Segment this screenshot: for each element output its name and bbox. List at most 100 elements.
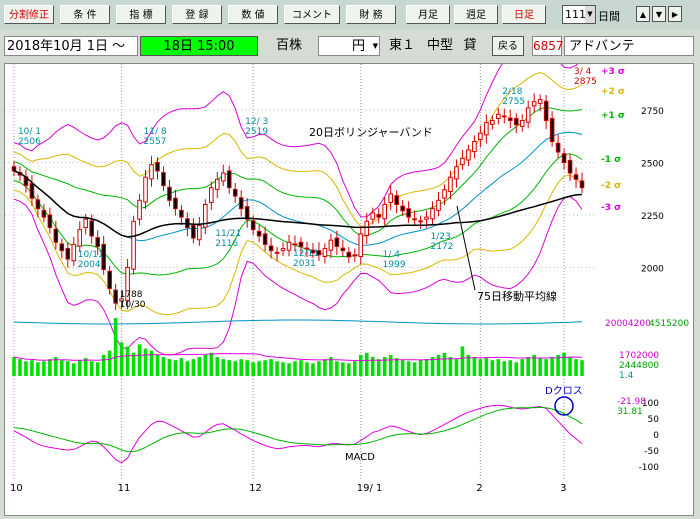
period-select[interactable]: 111 ▼ <box>562 5 596 24</box>
candle <box>53 228 59 243</box>
candle <box>507 117 513 122</box>
candle <box>77 229 83 247</box>
indicator-button[interactable]: 指 標 <box>116 5 166 24</box>
volume-bar <box>550 357 554 376</box>
macd-tick-label: -100 <box>639 463 660 473</box>
volume-bar <box>131 352 136 376</box>
volume-bar <box>323 359 327 376</box>
candle <box>436 199 441 211</box>
candle <box>226 170 232 189</box>
daily-button[interactable]: 日足 <box>502 5 546 24</box>
volume-bar <box>388 354 393 376</box>
end-time-field[interactable]: 18日 15:00 <box>140 36 258 56</box>
candle <box>113 289 118 304</box>
condition-button[interactable]: 条 件 <box>60 5 110 24</box>
monthly-button[interactable]: 月足 <box>406 5 450 24</box>
candle <box>496 113 501 119</box>
annotation-label: 12/11 <box>293 249 319 259</box>
volume-bar <box>568 357 572 376</box>
candle <box>101 243 106 271</box>
annotation-value: 2172 <box>431 242 454 252</box>
scroll-up-button[interactable]: ▲ <box>636 6 650 22</box>
bb-sigma-label: +1 σ <box>601 111 625 121</box>
volume-bar <box>89 361 94 376</box>
volume-bar <box>335 361 339 376</box>
register-button[interactable]: 登 録 <box>172 5 222 24</box>
x-tick-label: 10 <box>10 483 23 494</box>
comment-button[interactable]: コメント <box>284 5 340 24</box>
candle <box>203 203 208 228</box>
scroll-right-button[interactable]: ▶ <box>668 6 682 22</box>
candle <box>83 218 89 229</box>
volume-bar <box>179 358 184 376</box>
volume-bar <box>155 354 160 376</box>
stock-code-field[interactable]: 6857 <box>532 36 564 56</box>
volume-bar <box>203 354 208 376</box>
candle <box>167 186 172 201</box>
candle <box>424 216 429 220</box>
numeric-button[interactable]: 数 値 <box>228 5 278 24</box>
band-minus2 <box>13 174 583 315</box>
scroll-down-button[interactable]: ▼ <box>652 6 666 22</box>
back-button[interactable]: 戻る <box>492 36 524 56</box>
volume-bar <box>42 361 46 376</box>
candle <box>119 298 124 302</box>
volume-bar <box>149 350 154 376</box>
macd-label: MACD <box>345 452 375 463</box>
annotation-label: 12/ 3 <box>245 117 268 127</box>
volume-bar <box>257 361 261 376</box>
volume-bar <box>484 358 489 376</box>
volume-bar <box>287 363 291 376</box>
currency-select[interactable]: 円 ▼ <box>318 36 380 56</box>
candle <box>316 250 322 256</box>
volume-bar <box>18 359 22 376</box>
candle <box>125 266 130 302</box>
candle <box>71 243 77 262</box>
annotation-label: 1/ 4 <box>383 250 401 260</box>
bb-title: 20日ボリンジャーバンド <box>309 126 433 139</box>
candle <box>358 233 364 258</box>
macd-tick-label: 0 <box>653 431 659 441</box>
volume-bar <box>472 357 477 376</box>
candle <box>352 254 358 257</box>
volume-bar <box>311 363 315 376</box>
candle <box>400 205 405 212</box>
volume-bar <box>424 359 429 376</box>
macd-tick-label: 100 <box>642 399 659 409</box>
candle <box>364 220 370 237</box>
volume-bar <box>54 357 58 376</box>
ma-label: 75日移動平均線 <box>477 289 557 303</box>
volume-bar <box>418 360 423 376</box>
annotation-label: 2/18 <box>502 87 522 97</box>
volume-bar <box>269 359 273 376</box>
bb-sigma-label: -3 σ <box>601 203 621 213</box>
volume-label: 1702000 <box>619 351 659 361</box>
x-tick-label: 3 <box>560 483 566 494</box>
band-plus3 <box>13 35 583 218</box>
weekly-button[interactable]: 週足 <box>454 5 498 24</box>
candle <box>214 178 220 190</box>
bb-sigma-label: -2 σ <box>601 181 621 191</box>
dead-cross-marker <box>554 396 574 416</box>
volume-bar <box>209 352 214 376</box>
volume-bar <box>60 360 64 376</box>
volume-bar <box>370 357 375 376</box>
volume-bar <box>173 360 178 376</box>
financial-button[interactable]: 財 務 <box>346 5 396 24</box>
volume-bar <box>125 346 130 376</box>
chevron-down-icon: ▼ <box>372 42 378 50</box>
macd-tick-label: 50 <box>648 415 660 425</box>
candle <box>490 120 495 125</box>
stock-name-field[interactable]: アドバンテ <box>564 36 694 56</box>
chevron-down-icon: ▼ <box>585 6 595 23</box>
annotation-value: 2116 <box>215 239 238 249</box>
split-correction-button[interactable]: 分割修正 <box>4 5 54 24</box>
volume-bar <box>167 359 172 376</box>
candle <box>442 189 447 199</box>
candle <box>525 107 531 123</box>
date-range-field[interactable]: 2018年10月 1日 ～ <box>4 36 138 56</box>
candle <box>89 220 95 237</box>
annotation-value: 2875 <box>574 77 597 87</box>
candle <box>484 122 489 136</box>
macd-line <box>13 404 583 464</box>
